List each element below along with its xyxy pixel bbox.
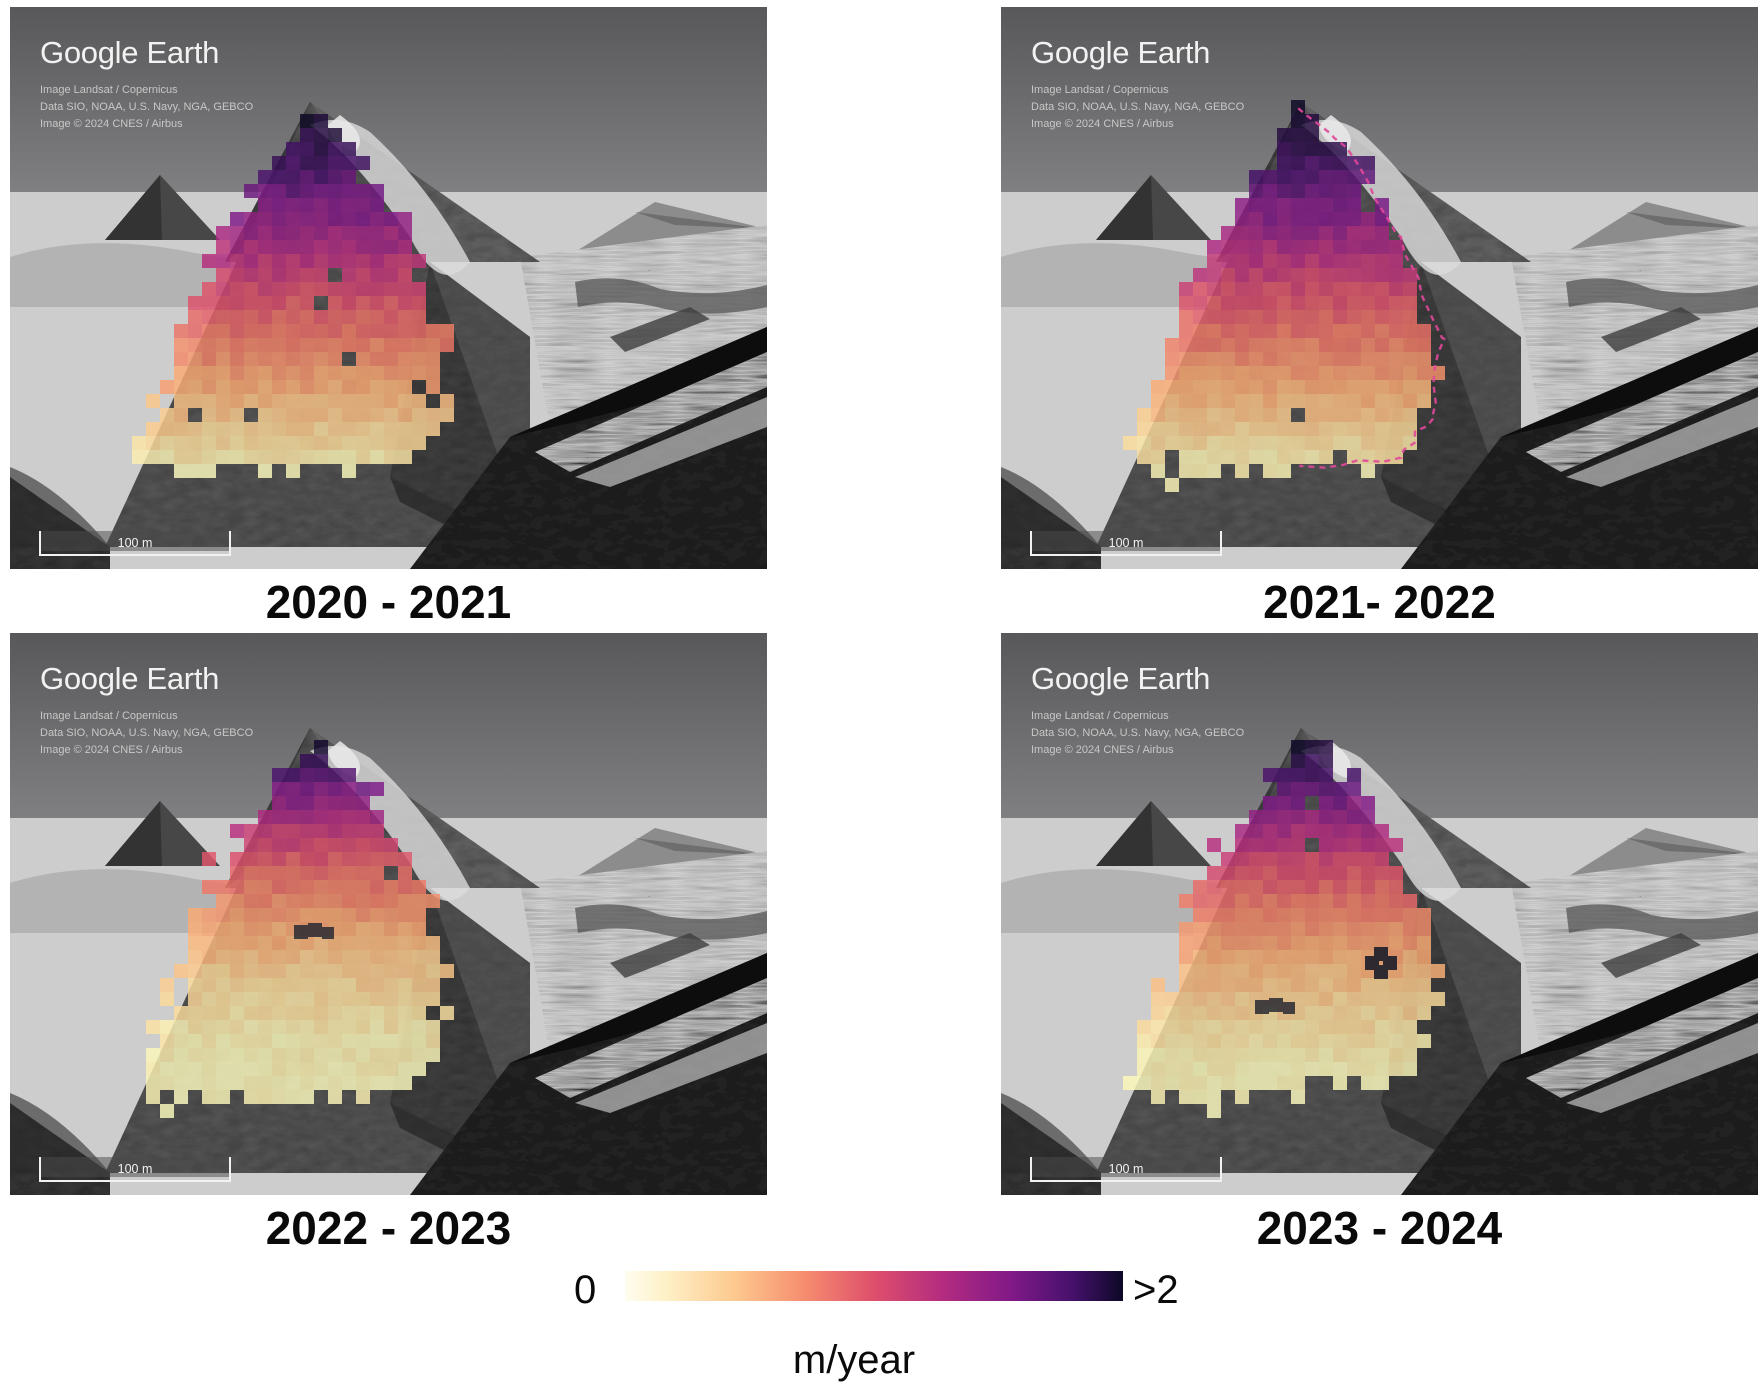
svg-text:Google Earth: Google Earth: [40, 661, 219, 696]
svg-text:100 m: 100 m: [1109, 1162, 1144, 1176]
svg-text:100 m: 100 m: [118, 536, 153, 550]
svg-text:Google Earth: Google Earth: [1031, 35, 1210, 70]
svg-text:Image © 2024 CNES / Airbus: Image © 2024 CNES / Airbus: [40, 118, 183, 130]
svg-text:100 m: 100 m: [118, 1162, 153, 1176]
svg-text:Image © 2024 CNES / Airbus: Image © 2024 CNES / Airbus: [1031, 118, 1174, 130]
svg-text:100 m: 100 m: [1109, 536, 1144, 550]
svg-text:>2: >2: [1133, 1268, 1179, 1312]
svg-text:0: 0: [574, 1268, 596, 1312]
svg-text:Image © 2024 CNES / Airbus: Image © 2024 CNES / Airbus: [40, 744, 183, 756]
svg-text:m/year: m/year: [793, 1338, 915, 1382]
svg-text:Image Landsat / Copernicus: Image Landsat / Copernicus: [1031, 710, 1169, 722]
svg-text:Data SIO, NOAA, U.S. Navy, NGA: Data SIO, NOAA, U.S. Navy, NGA, GEBCO: [40, 101, 254, 113]
svg-text:Data SIO, NOAA, U.S. Navy, NGA: Data SIO, NOAA, U.S. Navy, NGA, GEBCO: [1031, 101, 1245, 113]
svg-text:Google Earth: Google Earth: [1031, 661, 1210, 696]
svg-text:Image Landsat / Copernicus: Image Landsat / Copernicus: [40, 84, 178, 96]
svg-text:Data SIO, NOAA, U.S. Navy, NGA: Data SIO, NOAA, U.S. Navy, NGA, GEBCO: [40, 727, 254, 739]
svg-text:Google Earth: Google Earth: [40, 35, 219, 70]
svg-text:Image Landsat / Copernicus: Image Landsat / Copernicus: [1031, 84, 1169, 96]
svg-text:Data SIO, NOAA, U.S. Navy, NGA: Data SIO, NOAA, U.S. Navy, NGA, GEBCO: [1031, 727, 1245, 739]
svg-text:Image © 2024 CNES / Airbus: Image © 2024 CNES / Airbus: [1031, 744, 1174, 756]
svg-text:Image Landsat / Copernicus: Image Landsat / Copernicus: [40, 710, 178, 722]
